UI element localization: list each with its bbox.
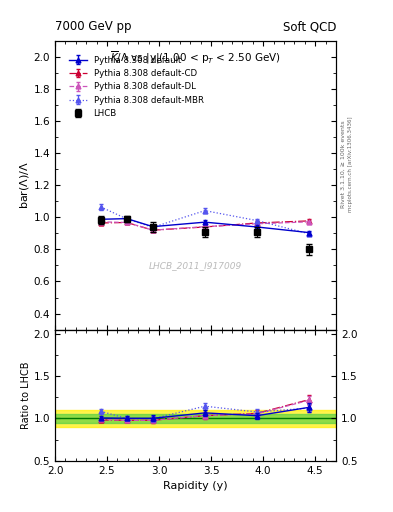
Text: mcplots.cern.ch [arXiv:1306.3436]: mcplots.cern.ch [arXiv:1306.3436] <box>348 116 353 211</box>
Text: $\overline{K}/\Lambda$ vs |y|(1.00 < p$_{T}$ < 2.50 GeV): $\overline{K}/\Lambda$ vs |y|(1.00 < p$_… <box>110 50 281 66</box>
Text: Rivet 3.1.10, ≥ 100k events: Rivet 3.1.10, ≥ 100k events <box>341 120 346 208</box>
Legend: Pythia 8.308 default, Pythia 8.308 default-CD, Pythia 8.308 default-DL, Pythia 8: Pythia 8.308 default, Pythia 8.308 defau… <box>66 52 207 121</box>
Text: Soft QCD: Soft QCD <box>283 20 336 33</box>
Bar <box>55 410 336 427</box>
Text: LHCB_2011_I917009: LHCB_2011_I917009 <box>149 262 242 271</box>
Y-axis label: Ratio to LHCB: Ratio to LHCB <box>21 361 31 429</box>
Bar <box>55 414 336 423</box>
Y-axis label: bar($\Lambda$)/$\Lambda$: bar($\Lambda$)/$\Lambda$ <box>18 161 31 209</box>
X-axis label: Rapidity (y): Rapidity (y) <box>163 481 228 491</box>
Text: 7000 GeV pp: 7000 GeV pp <box>55 20 132 33</box>
